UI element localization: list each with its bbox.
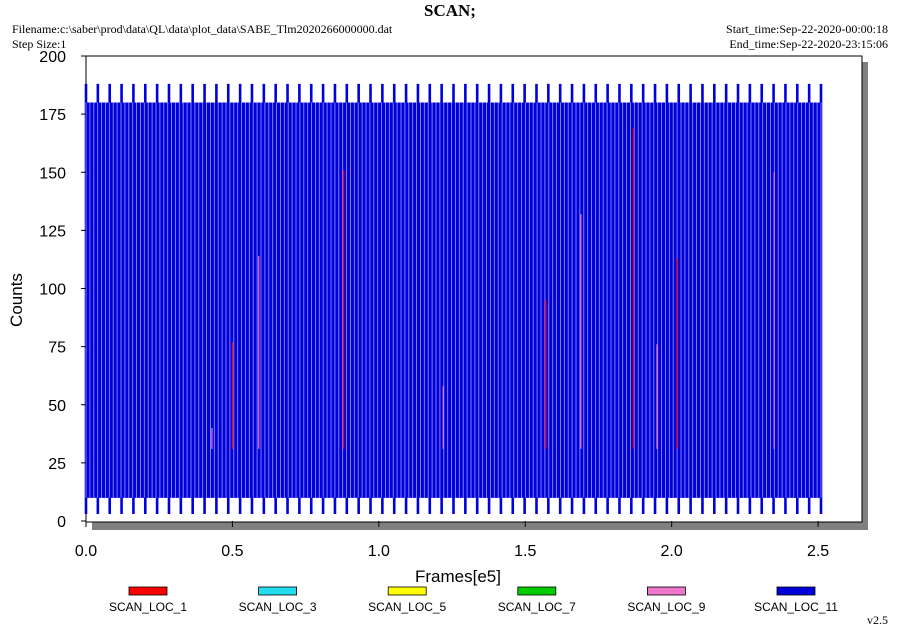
- data-layer: [84, 83, 823, 515]
- x-axis-label: Frames[e5]: [415, 567, 501, 586]
- x-tick-label: 0.5: [221, 543, 243, 560]
- legend-swatch: [258, 586, 298, 596]
- legend-swatch: [128, 586, 168, 596]
- y-tick-label: 75: [48, 340, 66, 357]
- y-tick-label: 175: [39, 107, 66, 124]
- axis-layer: 0 25 50 75 100 125 150 175 200 0.0 0.5 1.0 1.5 2.0 2.5: [39, 49, 829, 560]
- legend-label: SCAN_LOC_9: [627, 600, 705, 614]
- x-tick-label: 1.0: [368, 543, 390, 560]
- y-tick-label: 0: [57, 514, 66, 531]
- legend-label: SCAN_LOC_11: [754, 600, 838, 614]
- step-size-label: Step Size:1: [12, 37, 67, 51]
- legend: SCAN_LOC_1 SCAN_LOC_3 SCAN_LOC_5 SCAN_LOC_7…: [109, 586, 838, 614]
- y-tick-label: 200: [39, 49, 66, 66]
- legend-swatch: [387, 586, 427, 596]
- version-label: v2.5: [867, 613, 888, 627]
- x-tick-label: 1.5: [514, 543, 536, 560]
- y-tick-label: 50: [48, 398, 66, 415]
- y-tick-label: 25: [48, 456, 66, 473]
- legend-label: SCAN_LOC_3: [239, 600, 317, 614]
- y-tick-label: 150: [39, 165, 66, 182]
- start-time-label: Start_time:Sep-22-2020-00:00:18: [726, 22, 888, 36]
- legend-label: SCAN_LOC_1: [109, 600, 187, 614]
- y-tick-label: 100: [39, 282, 66, 299]
- end-time-label: End_time:Sep-22-2020-23:15:06: [729, 37, 888, 51]
- y-tick-label: 125: [39, 223, 66, 240]
- x-tick-label: 2.5: [807, 543, 829, 560]
- y-axis-label: Counts: [7, 273, 26, 327]
- x-tick-label: 0.0: [75, 543, 97, 560]
- chart-title: SCAN;: [424, 1, 476, 20]
- legend-label: SCAN_LOC_7: [498, 600, 576, 614]
- legend-swatch: [647, 586, 686, 596]
- legend-swatch: [776, 586, 816, 596]
- legend-label: SCAN_LOC_5: [368, 600, 446, 614]
- x-tick-label: 2.0: [661, 543, 683, 560]
- filename-label: Filename:c:\saber\prod\data\QL\data\plot…: [12, 22, 393, 36]
- legend-swatch: [517, 586, 557, 596]
